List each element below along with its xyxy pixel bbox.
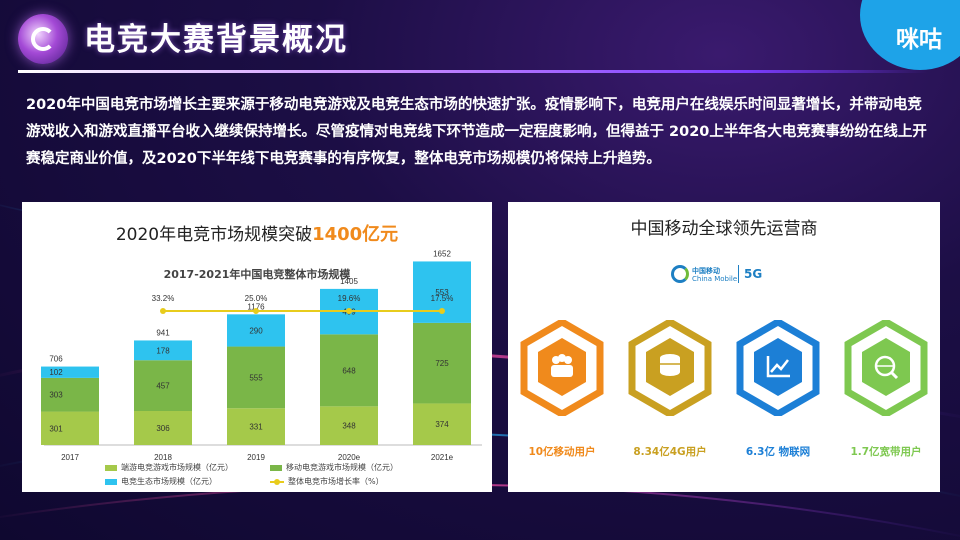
bar-value-label: 648: [342, 366, 356, 375]
bar-value-label: 301: [49, 424, 63, 433]
china-mobile-logo-cn: 中国移动: [692, 267, 720, 275]
legend-label: 移动电竞游戏市场规模（亿元）: [286, 463, 398, 472]
x-tick-label: 2020e: [338, 453, 361, 462]
database-icon: [628, 317, 712, 419]
legend-swatch: [105, 478, 117, 485]
legend-line-swatch: [270, 478, 284, 485]
bar-total-label: 1405: [340, 277, 358, 286]
growth-rate-label: 19.6%: [338, 294, 361, 303]
bar-value-label: 348: [342, 422, 356, 431]
growth-rate-point: [346, 308, 352, 314]
trend-chart-icon: [736, 317, 820, 419]
stat-label: 1.7亿宽带用户: [850, 446, 922, 458]
growth-rate-label: 33.2%: [152, 294, 175, 303]
bar-total-label: 941: [156, 328, 170, 337]
legend-item-pc: 端游电竞游戏市场规模（亿元）: [105, 462, 233, 473]
growth-rate-point: [253, 308, 259, 314]
bar-segment: [134, 340, 192, 361]
bar-value-label: 303: [49, 391, 63, 400]
bar-value-label: 725: [435, 359, 449, 368]
market-size-chart: 301 303 102 706 2017 306 457 178 941 2018 331 555 29…: [41, 249, 482, 462]
bar-value-label: 178: [156, 346, 170, 355]
bar-total-label: 1652: [433, 249, 451, 258]
esports-logo-icon: [18, 14, 68, 64]
china-mobile-logo-en: China Mobile: [692, 275, 738, 283]
legend-item-mobile: 移动电竞游戏市场规模（亿元）: [270, 462, 398, 473]
5g-logo: 5G: [744, 267, 763, 281]
intro-paragraph: 2020年中国电竞市场增长主要来源于移动电竞游戏及电竞生态市场的快速扩张。疫情影…: [26, 97, 927, 167]
china-mobile-mark-icon: [671, 265, 689, 283]
legend-label: 端游电竞游戏市场规模（亿元）: [121, 463, 233, 472]
page-title: 电竞大赛背景概况: [84, 22, 348, 58]
stat-label: 8.34亿4G用户: [633, 446, 707, 458]
bar-segment: [320, 406, 378, 445]
legend-label: 整体电竞市场增长率（%）: [288, 477, 384, 486]
market-size-heading-prefix: 2020年电竞市场规模突破: [115, 225, 313, 245]
bar-total-label: 706: [49, 355, 63, 364]
bar-value-label: 553: [435, 288, 449, 297]
stat-hexagon: [844, 317, 928, 419]
bar-segment: [134, 360, 192, 411]
bar-segment: [413, 403, 471, 445]
bar-value-label: 457: [156, 382, 170, 391]
bar-segment: [413, 322, 471, 404]
stat-hexagon: [520, 317, 604, 419]
market-size-panel: 2020年电竞市场规模突破1400亿元 2017-2021年中国电竞整体市场规模…: [22, 202, 492, 492]
legend-swatch: [270, 464, 282, 471]
x-tick-label: 2017: [61, 453, 79, 462]
x-tick-label: 2018: [154, 453, 172, 462]
bar-value-label: 290: [249, 326, 263, 335]
legend-label: 电竞生态市场规模（亿元）: [121, 477, 217, 486]
bar-value-label: 306: [156, 424, 170, 433]
bar-segment: [41, 377, 99, 412]
chart-title: 2017-2021年中国电竞整体市场规模: [163, 268, 351, 281]
bar-segment: [227, 314, 285, 347]
globe-search-icon: [844, 317, 928, 419]
logo-divider: [738, 265, 739, 283]
x-tick-label: 2019: [247, 453, 265, 462]
growth-rate-point: [160, 308, 166, 314]
market-size-heading: 2020年电竞市场规模突破1400亿元: [22, 220, 492, 246]
bar-segment: [320, 334, 378, 407]
bar-segment: [227, 346, 285, 409]
brand-logo-text: 咪咕: [896, 27, 942, 53]
market-size-heading-highlight: 1400亿元: [312, 224, 399, 245]
stat-label: 6.3亿 物联网: [745, 446, 811, 458]
china-mobile-heading: 中国移动全球领先运营商: [630, 219, 818, 239]
growth-rate-label: 25.0%: [245, 294, 268, 303]
bar-segment: [41, 411, 99, 445]
growth-rate-point: [439, 308, 445, 314]
stat-hexagon: [736, 317, 820, 419]
growth-rate-label: 17.5%: [431, 294, 454, 303]
legend-swatch: [105, 464, 117, 471]
bar-value-label: 102: [49, 368, 63, 377]
china-mobile-panel: 中国移动全球领先运营商 中国移动 China Mobile 5G 10亿移动用户…: [508, 202, 940, 492]
stat-hexagon: [628, 317, 712, 419]
legend-item-ecosystem: 电竞生态市场规模（亿元）: [105, 476, 217, 487]
title-underline: [18, 70, 928, 73]
bar-value-label: 374: [435, 420, 449, 429]
bar-total-label: 1176: [247, 302, 265, 311]
bar-value-label: 331: [249, 423, 263, 432]
x-tick-label: 2021e: [431, 453, 454, 462]
bar-segment: [227, 408, 285, 445]
bar-segment: [41, 366, 99, 378]
users-icon: [520, 317, 604, 419]
bar-segment: [134, 411, 192, 445]
stat-label: 10亿移动用户: [528, 446, 596, 458]
bar-value-label: 555: [249, 373, 263, 382]
legend-item-growth: 整体电竞市场增长率（%）: [270, 476, 384, 487]
